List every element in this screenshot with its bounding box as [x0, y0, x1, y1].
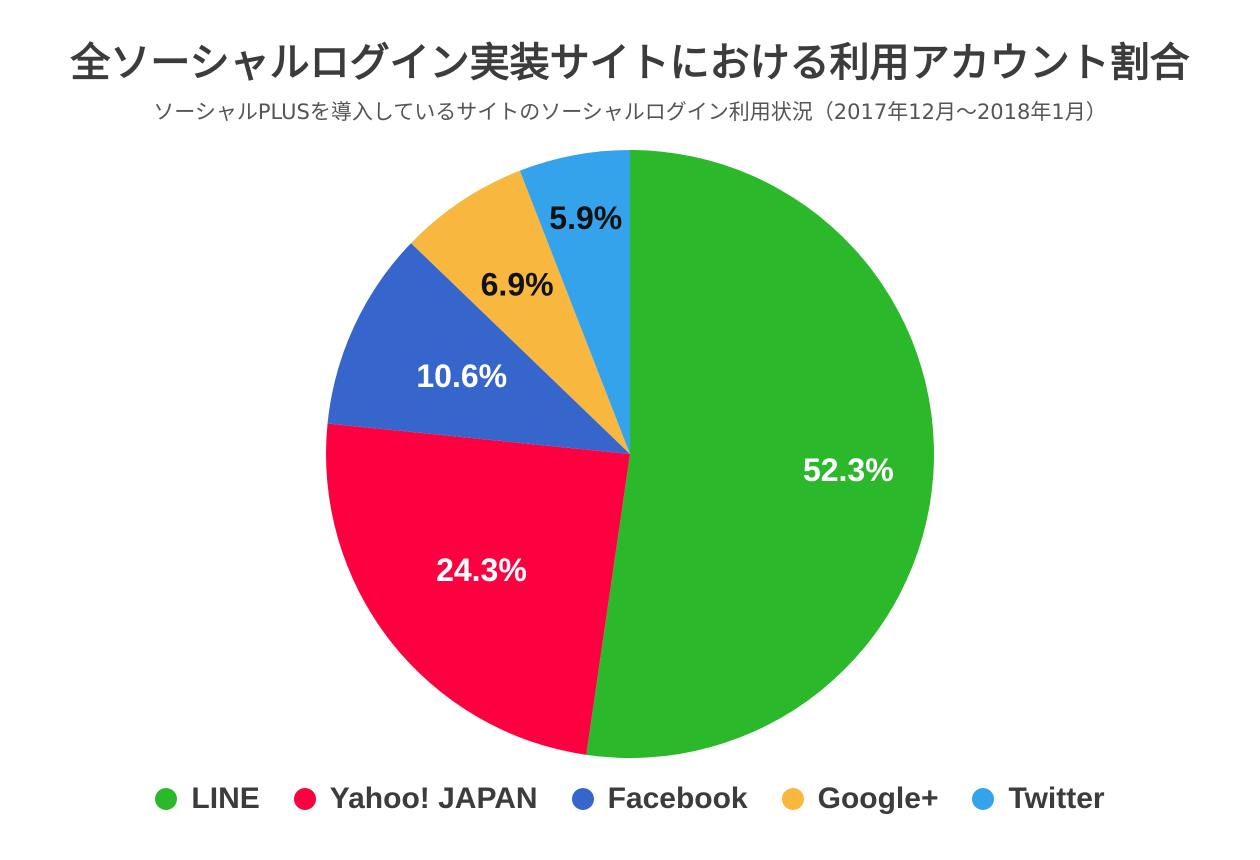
slice-label-twitter: 5.9%	[549, 200, 622, 236]
pie-slice-line[interactable]	[586, 150, 934, 758]
legend-item-yahoo-japan[interactable]: Yahoo! JAPAN	[293, 782, 538, 816]
legend-swatch-facebook	[571, 788, 594, 810]
legend-item-twitter[interactable]: Twitter	[972, 782, 1105, 816]
legend-label-line: LINE	[191, 782, 260, 815]
legend-item-facebook[interactable]: Facebook	[571, 782, 748, 816]
legend-swatch-yahoo-japan	[293, 788, 316, 810]
slice-label-line: 52.3%	[803, 452, 894, 488]
legend-label-google-plus: Google+	[817, 782, 939, 815]
pie-slice-yahoo-japan[interactable]	[325, 423, 630, 755]
legend-item-google-plus[interactable]: Google+	[781, 782, 939, 816]
pie-slice-facebook[interactable]	[327, 243, 630, 454]
slice-label-facebook: 10.6%	[416, 358, 507, 394]
legend-swatch-google-plus	[781, 788, 804, 810]
slice-label-yahoo-japan: 24.3%	[436, 552, 527, 588]
legend-swatch-twitter	[972, 788, 995, 810]
pie-slice-twitter[interactable]	[519, 150, 630, 454]
legend-label-facebook: Facebook	[607, 782, 748, 815]
chart-title: 全ソーシャルログイン実装サイトにおける利用アカウント割合	[70, 40, 1190, 86]
legend-swatch-line	[155, 788, 178, 810]
legend-item-line[interactable]: LINE	[155, 782, 260, 816]
legend-label-yahoo-japan: Yahoo! JAPAN	[329, 782, 538, 815]
slice-label-google-plus: 6.9%	[481, 266, 554, 302]
chart-subtitle: ソーシャルPLUSを導入しているサイトのソーシャルログイン利用状況（2017年1…	[153, 100, 1107, 124]
chart-legend: LINE Yahoo! JAPAN Facebook Google+ Twitt…	[0, 782, 1260, 816]
pie-slice-google-plus[interactable]	[411, 170, 630, 454]
legend-label-twitter: Twitter	[1008, 782, 1105, 815]
